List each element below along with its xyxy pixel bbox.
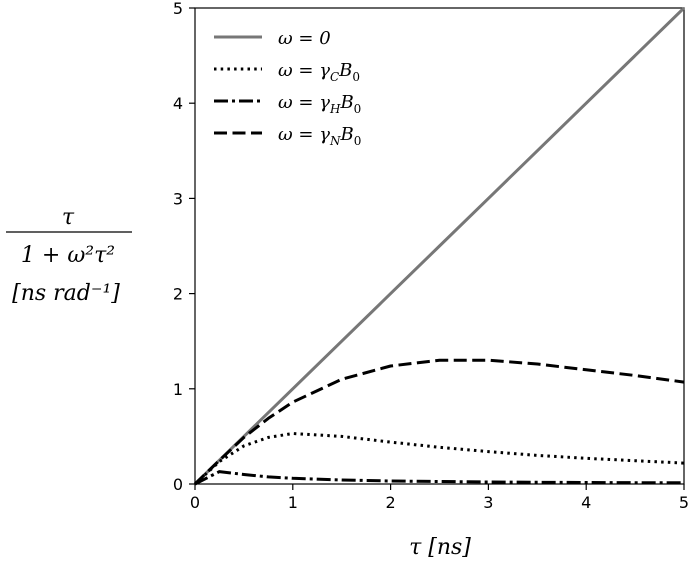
series-line-3 [193, 358, 685, 486]
x-axis-title: τ [ns] [409, 535, 471, 560]
legend-label-1: ω = γCB0 [278, 60, 360, 84]
y-axis-denominator: 1 + ω²τ² [21, 243, 115, 268]
legend-label-3: ω = γNB0 [278, 124, 361, 148]
x-tick-label: 4 [581, 493, 591, 512]
y-axis-numerator: τ [62, 205, 75, 230]
x-tick-label: 5 [679, 493, 689, 512]
legend: ω = 0 ω = γCB0 ω = γHB0 ω = γNB0 [214, 28, 361, 148]
plot-area [194, 7, 685, 485]
y-tick-label: 0 [173, 475, 183, 494]
x-tick-label: 0 [190, 493, 200, 512]
y-tick-label: 5 [173, 0, 183, 18]
series-line-0 [193, 6, 686, 486]
y-axis-units: [ns rad⁻¹] [12, 281, 120, 306]
series-line-2 [194, 470, 685, 486]
legend-label-2: ω = γHB0 [278, 92, 361, 116]
y-tick-label: 1 [173, 380, 183, 399]
x-tick-label: 3 [483, 493, 493, 512]
y-tick-label: 4 [173, 94, 183, 113]
y-tick-label: 3 [173, 189, 183, 208]
series-line-1 [193, 432, 685, 486]
x-tick-label: 1 [288, 493, 298, 512]
y-axis-title: τ 1 + ω²τ² [ns rad⁻¹] [6, 205, 132, 306]
x-tick-label: 2 [386, 493, 396, 512]
y-tick-label: 2 [173, 285, 183, 304]
legend-label-0: ω = 0 [278, 28, 331, 49]
